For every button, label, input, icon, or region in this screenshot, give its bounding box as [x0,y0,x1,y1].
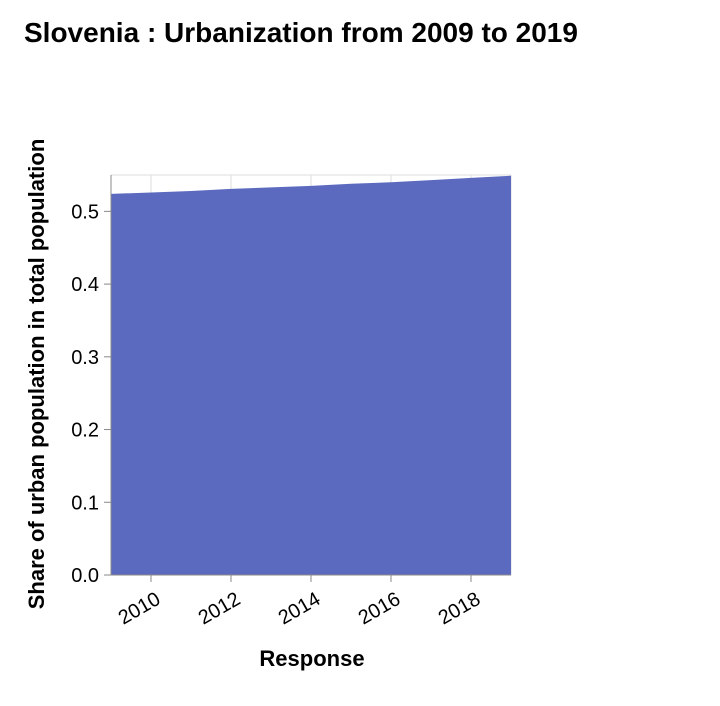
y-tick-label: 0.2 [71,420,99,442]
x-tick-label: 2012 [195,588,245,629]
y-tick-label: 0.5 [71,201,99,223]
x-tick-label: 2016 [355,588,405,629]
y-tick-label: 0.0 [71,565,99,587]
x-tick-label: 2010 [115,588,165,629]
y-axis-label: Share of urban population in total popul… [24,139,49,610]
y-tick-label: 0.4 [71,274,99,296]
y-tick-label: 0.1 [71,492,99,514]
area-layer [111,175,511,575]
area-series [111,175,511,575]
x-tick-label: 2018 [435,588,485,629]
y-tick-label: 0.3 [71,347,99,369]
x-tick-label: 2014 [275,588,325,629]
chart-title: Slovenia : Urbanization from 2009 to 201… [24,17,578,48]
x-axis-label: Response [259,646,364,671]
